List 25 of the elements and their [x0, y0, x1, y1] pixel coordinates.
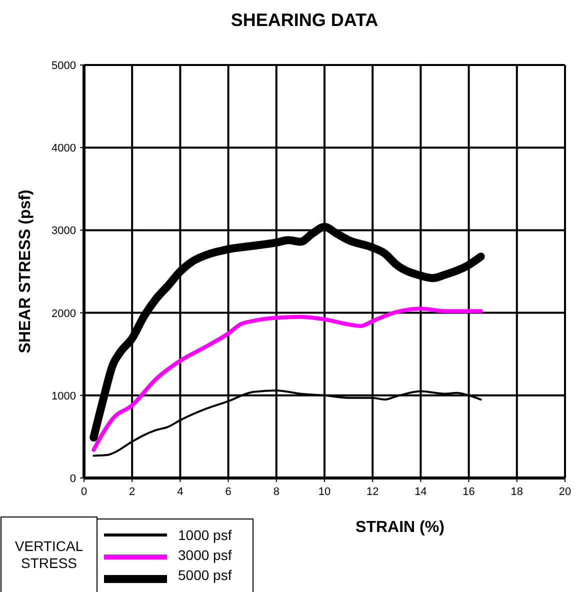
legend-label: 1000 psf: [178, 527, 232, 543]
line-series: [92, 306, 483, 452]
chart-title: SHEARING DATA: [230, 10, 378, 30]
x-tick-label: 18: [510, 486, 524, 498]
x-tick-label: 16: [462, 486, 475, 498]
legend-label: 5000 psf: [178, 567, 232, 583]
y-axis-title: SHEAR STRESS (psf): [17, 190, 34, 354]
x-tick-label: 10: [318, 486, 331, 498]
legend-title: VERTICAL STRESS: [14, 538, 84, 571]
x-tick-label: 20: [558, 486, 572, 498]
y-tick-label: 2000: [52, 308, 76, 320]
y-tick-label: 0: [70, 473, 76, 485]
x-tick-label: 0: [80, 486, 88, 498]
y-tick-label: 5000: [52, 60, 76, 72]
x-tick-label: 12: [366, 486, 379, 498]
x-tick-label: 14: [414, 486, 427, 498]
legend-label: 3000 psf: [178, 547, 232, 563]
x-tick-label: 4: [177, 486, 184, 498]
y-tick-label: 1000: [52, 390, 76, 402]
x-tick-label: 2: [129, 486, 136, 498]
y-tick-label: 3000: [52, 225, 76, 238]
x-tick-label: 8: [273, 486, 280, 498]
x-axis-title: STRAIN (%): [356, 519, 444, 536]
x-tick-label: 6: [225, 486, 232, 498]
y-tick-label: 4000: [52, 142, 76, 155]
